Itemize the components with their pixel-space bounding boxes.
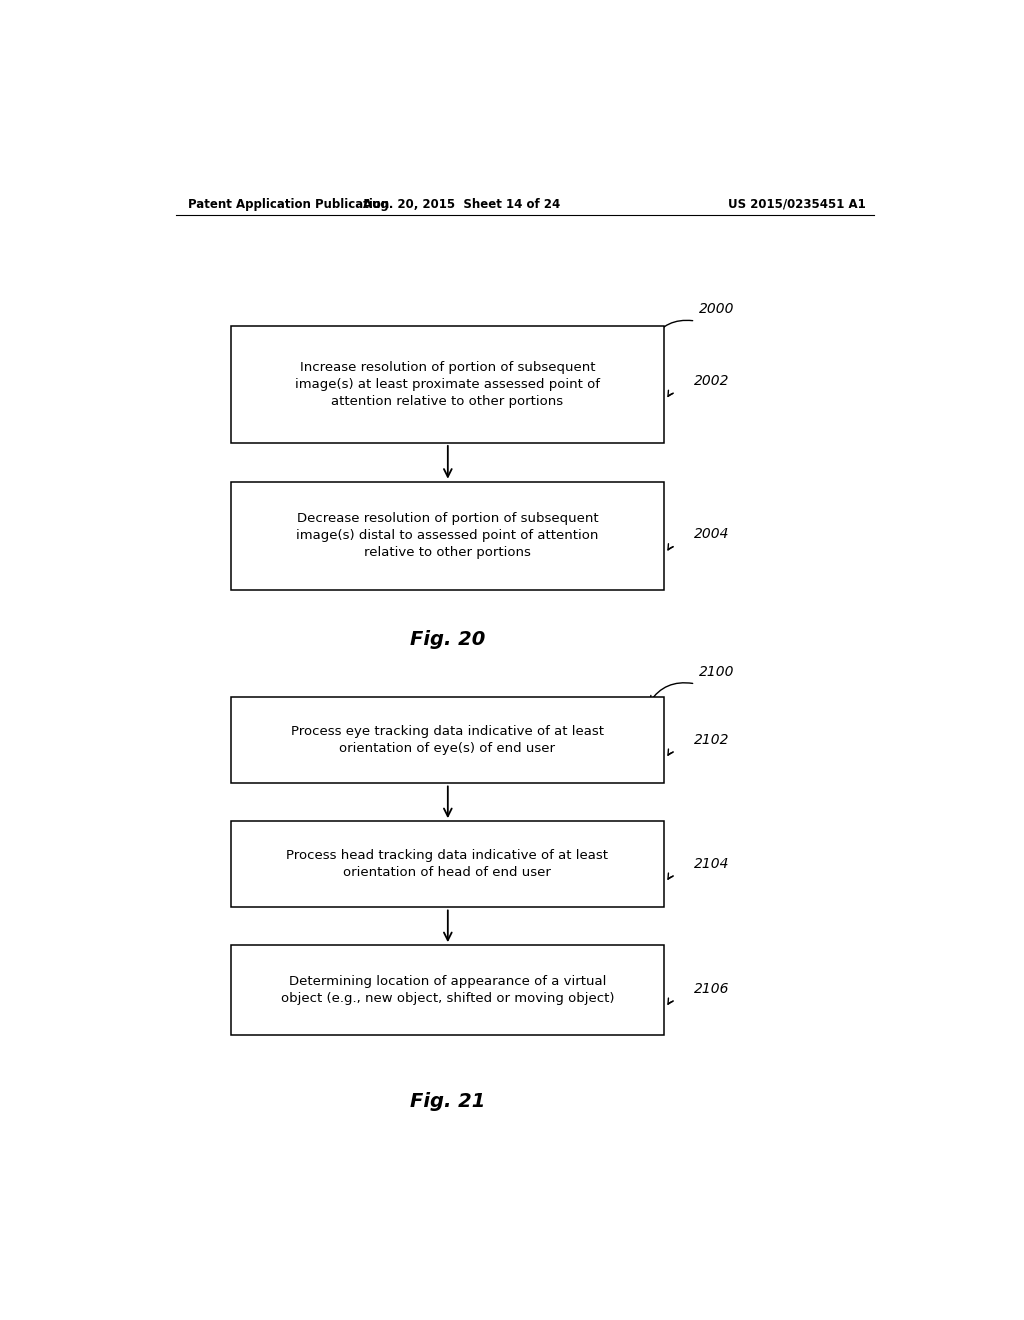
Bar [231,945,664,1035]
Text: Patent Application Publication: Patent Application Publication [187,198,389,211]
Text: 2000: 2000 [699,302,735,315]
Text: Process eye tracking data indicative of at least
orientation of eye(s) of end us: Process eye tracking data indicative of … [291,725,604,755]
Text: 2004: 2004 [694,528,729,541]
Bar [231,482,664,590]
Text: 2102: 2102 [694,733,729,747]
Bar [231,326,664,444]
Text: 2002: 2002 [694,374,729,388]
Text: 2104: 2104 [694,857,729,871]
Text: Fig. 20: Fig. 20 [411,630,485,648]
Text: Determining location of appearance of a virtual
object (e.g., new object, shifte: Determining location of appearance of a … [281,974,614,1005]
Text: 2106: 2106 [694,982,729,995]
Text: Aug. 20, 2015  Sheet 14 of 24: Aug. 20, 2015 Sheet 14 of 24 [362,198,560,211]
Text: Decrease resolution of portion of subsequent
image(s) distal to assessed point o: Decrease resolution of portion of subseq… [296,512,599,560]
Text: Process head tracking data indicative of at least
orientation of head of end use: Process head tracking data indicative of… [287,849,608,879]
Text: 2100: 2100 [699,665,735,678]
Text: Fig. 21: Fig. 21 [411,1092,485,1111]
Text: US 2015/0235451 A1: US 2015/0235451 A1 [728,198,866,211]
Bar [231,697,664,784]
Text: Increase resolution of portion of subsequent
image(s) at least proximate assesse: Increase resolution of portion of subseq… [295,362,600,408]
Bar [231,821,664,907]
